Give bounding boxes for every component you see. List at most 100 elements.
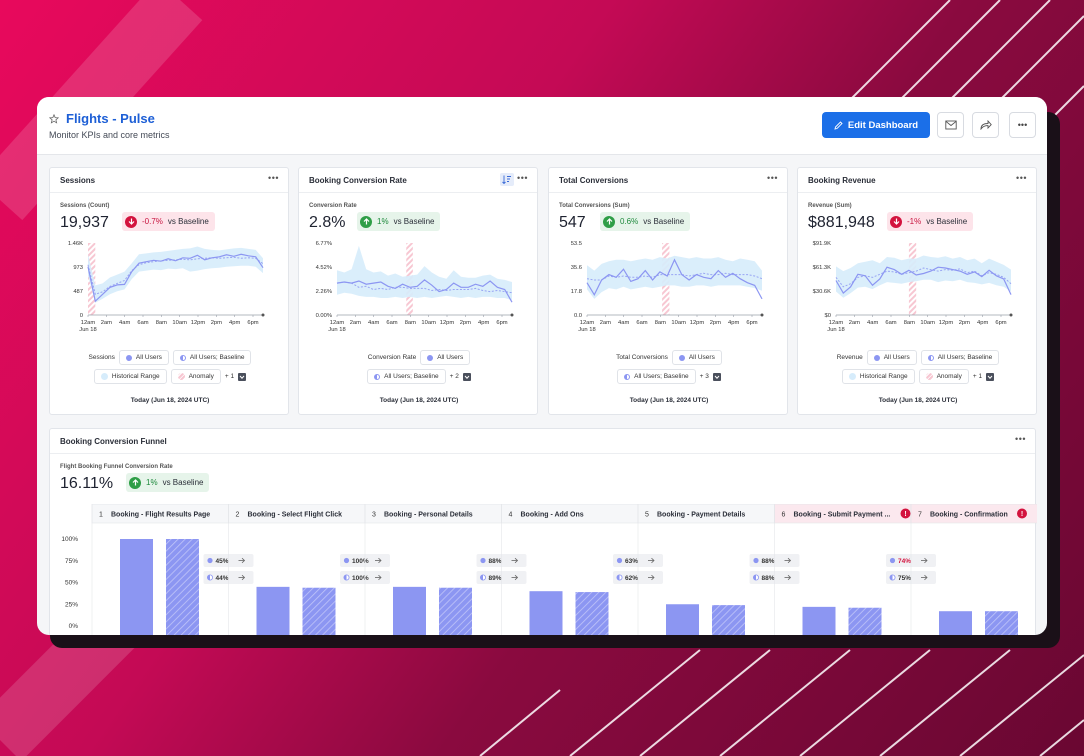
legend-title: Total Conversions	[616, 354, 668, 361]
email-button[interactable]	[937, 112, 964, 138]
chevron-down-icon[interactable]	[238, 372, 247, 381]
legend-historical-range[interactable]: Historical Range	[93, 369, 167, 384]
card-footer-date: Today (Jun 18, 2024 UTC)	[130, 397, 210, 404]
legend-baseline[interactable]: All Users; Baseline	[367, 369, 446, 384]
card-menu-icon[interactable]: •••	[767, 173, 778, 183]
funnel-bar-chart[interactable]: 0% 25% 50% 75% 100% 1 Booking - Flight Results…	[50, 504, 1037, 635]
y-tick-label: 53.5	[571, 241, 582, 247]
funnel-y-tick-label: 100%	[61, 536, 78, 543]
range-dot-icon	[848, 373, 856, 380]
page-subtitle: Monitor KPIs and core metrics	[49, 130, 170, 140]
page-title: Flights - Pulse	[66, 111, 155, 126]
arrow-up-icon	[129, 476, 141, 489]
x-date-label: Jun 18	[827, 327, 844, 333]
card-header: Booking Conversion Funnel •••	[50, 429, 1035, 454]
legend-all-users[interactable]: All Users	[420, 350, 471, 365]
legend-more-count[interactable]: + 2	[449, 373, 459, 380]
legend-anomaly[interactable]: Anomaly	[918, 369, 969, 384]
x-tick-label: 4am	[867, 320, 878, 326]
legend-anomaly[interactable]: Anomaly	[170, 369, 221, 384]
card-header: Booking Conversion Rate •••	[299, 168, 537, 193]
chart-legend: Revenue All Users All Users; Baseline Hi…	[798, 348, 1038, 386]
x-tick-label: 12am	[330, 320, 345, 326]
sessions-line-chart[interactable]: 0 487 973 1.46K 12am 2am 4am 6am 8am 10am 12pm 2pm 4…	[50, 236, 290, 341]
funnel-bar-current	[529, 591, 563, 635]
x-tick-label: 8am	[405, 320, 416, 326]
series-dot-icon	[427, 354, 434, 361]
x-tick-label: 4pm	[977, 320, 988, 326]
sort-icon[interactable]	[500, 173, 514, 186]
arrow-right-head	[514, 557, 519, 564]
legend-label: Anomaly	[188, 373, 214, 380]
delta-percent: 0.6%	[620, 217, 639, 226]
legend-all-users[interactable]: All Users	[118, 350, 169, 365]
card-menu-icon[interactable]: •••	[1015, 434, 1026, 444]
legend-historical-range[interactable]: Historical Range	[841, 369, 915, 384]
x-tick-label: 2am	[350, 320, 361, 326]
total-conversions-line-chart[interactable]: 0.0 17.8 35.6 53.5 12am 2am 4am 6am 8am 10am 12pm 2…	[549, 236, 789, 341]
share-button[interactable]	[972, 112, 999, 138]
arrow-right-head	[924, 557, 928, 564]
conversion-value: 88%	[762, 558, 775, 565]
chevron-down-icon[interactable]	[712, 372, 721, 381]
card-menu-icon[interactable]: •••	[517, 173, 528, 183]
conversion-rate-line-chart[interactable]: 0.00% 2.26% 4.52% 6.77% 12am 2am 4am 6am 8am 10am…	[299, 236, 539, 341]
baseline-dot-fill	[343, 574, 347, 581]
y-tick-label: 973	[73, 265, 83, 271]
card-menu-icon[interactable]: •••	[1016, 173, 1027, 183]
card-total-conversions: Total Conversions ••• Total Conversions …	[548, 167, 788, 415]
baseline-dot-icon	[179, 354, 186, 361]
delta-badge: 1% vs Baseline	[357, 212, 441, 231]
legend-more-count[interactable]: + 3	[699, 373, 709, 380]
funnel-step-number: 4	[509, 512, 513, 519]
y-tick-label: $91.9K	[813, 241, 832, 247]
arrow-down-icon	[125, 215, 137, 228]
more-options-button[interactable]: •••	[1009, 112, 1036, 138]
funnel-step-label: Booking - Confirmation	[930, 512, 1008, 519]
metric-value: $881,948	[808, 214, 875, 231]
edit-dashboard-button[interactable]: Edit Dashboard	[822, 112, 930, 138]
edit-dashboard-label: Edit Dashboard	[847, 119, 919, 131]
y-tick-label: 487	[73, 289, 83, 295]
x-tick-label: 2pm	[710, 320, 721, 326]
funnel-bar-baseline	[985, 611, 1018, 635]
delta-vs-label: vs Baseline	[167, 217, 209, 226]
funnel-bar-current	[120, 539, 153, 635]
funnel-bar-baseline	[575, 592, 609, 635]
legend-more-count[interactable]: + 1	[224, 373, 235, 380]
conversion-value: 88%	[489, 558, 502, 565]
y-tick-label: 0.0	[574, 313, 582, 319]
legend-all-users[interactable]: All Users	[866, 350, 917, 365]
series-dot-icon	[480, 557, 486, 564]
revenue-line-chart[interactable]: $0 $30.6K $61.3K $91.9K 12am 2am 4am 6am 8am 10am…	[798, 236, 1038, 341]
legend-more-count[interactable]: + 1	[972, 373, 983, 380]
card-menu-icon[interactable]: •••	[268, 173, 279, 183]
chart-legend: Total Conversions All Users All Users; B…	[549, 348, 789, 386]
legend-baseline[interactable]: All Users; Baseline	[617, 369, 696, 384]
conversion-value: 100%	[352, 575, 369, 582]
more-dots: •••	[1017, 120, 1028, 130]
funnel-bar-baseline	[848, 607, 882, 635]
funnel-bar-baseline	[166, 539, 199, 635]
arrow-right-head	[787, 557, 792, 564]
x-tick-label: 8am	[655, 320, 666, 326]
funnel-y-tick-label: 25%	[65, 601, 78, 608]
legend-baseline[interactable]: All Users; Baseline	[172, 350, 252, 365]
x-tick-label: 6am	[885, 320, 896, 326]
baseline-dot-icon	[374, 373, 381, 380]
axis-end-dot	[510, 313, 514, 317]
chevron-down-icon[interactable]	[462, 372, 471, 381]
y-tick-label: 2.26%	[316, 289, 332, 295]
title-row: Flights - Pulse	[49, 111, 155, 126]
star-icon[interactable]	[49, 113, 59, 124]
x-tick-label: 12am	[580, 320, 595, 326]
legend-label: All Users	[135, 354, 162, 361]
legend-baseline[interactable]: All Users; Baseline	[920, 350, 1000, 365]
legend-all-users[interactable]: All Users	[671, 350, 722, 365]
chevron-down-icon[interactable]	[986, 372, 995, 381]
card-footer-date: Today (Jun 18, 2024 UTC)	[878, 397, 958, 404]
x-tick-label: 2am	[600, 320, 611, 326]
funnel-card: Booking Conversion Funnel ••• Flight Boo…	[49, 428, 1037, 635]
y-tick-label: $0	[825, 313, 831, 319]
y-tick-label: $30.6K	[813, 289, 832, 295]
